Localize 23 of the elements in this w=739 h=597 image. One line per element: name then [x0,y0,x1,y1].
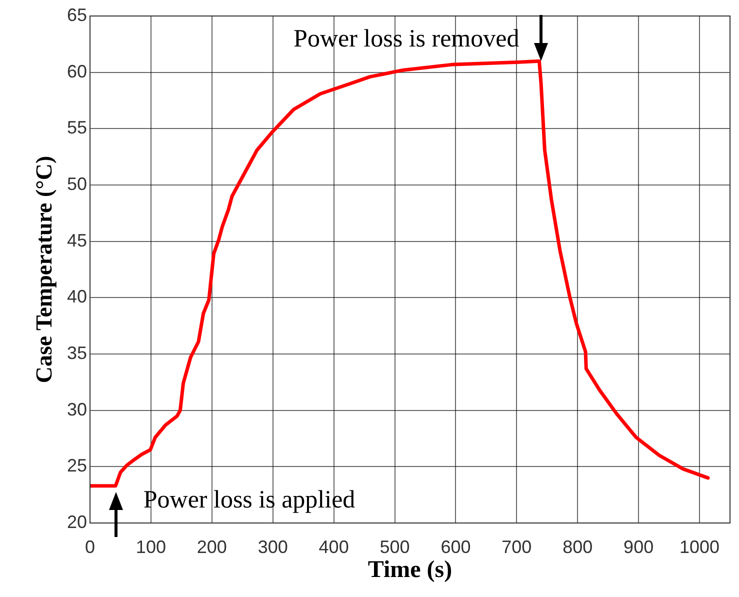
y-tick-label: 30 [66,399,87,420]
x-axis-title: Time (s) [368,556,452,583]
y-tick-label: 55 [66,118,87,138]
x-tick-label: 1000 [680,536,720,557]
y-tick-label: 45 [66,230,87,250]
y-tick-label: 40 [66,286,87,307]
y-tick-label: 25 [66,456,87,476]
x-tick-label: 600 [440,536,471,557]
x-tick-label: 300 [258,536,288,557]
x-tick-label: 900 [624,536,654,557]
x-tick-label: 100 [136,536,166,557]
y-tick-label: 20 [66,512,87,532]
y-tick-label: 35 [66,342,87,363]
x-tick-label: 400 [318,536,349,557]
x-tick-label: 500 [380,536,410,557]
y-tick-label: 50 [66,174,87,194]
x-tick-label: 700 [502,536,532,557]
y-axis-title: Case Temperature (°C) [32,156,57,384]
y-tick-label: 65 [66,4,87,25]
x-tick-label: 800 [562,536,593,557]
y-tick-label: 60 [66,61,87,82]
x-tick-label: 200 [196,536,227,557]
x-tick-label: 0 [84,536,96,557]
